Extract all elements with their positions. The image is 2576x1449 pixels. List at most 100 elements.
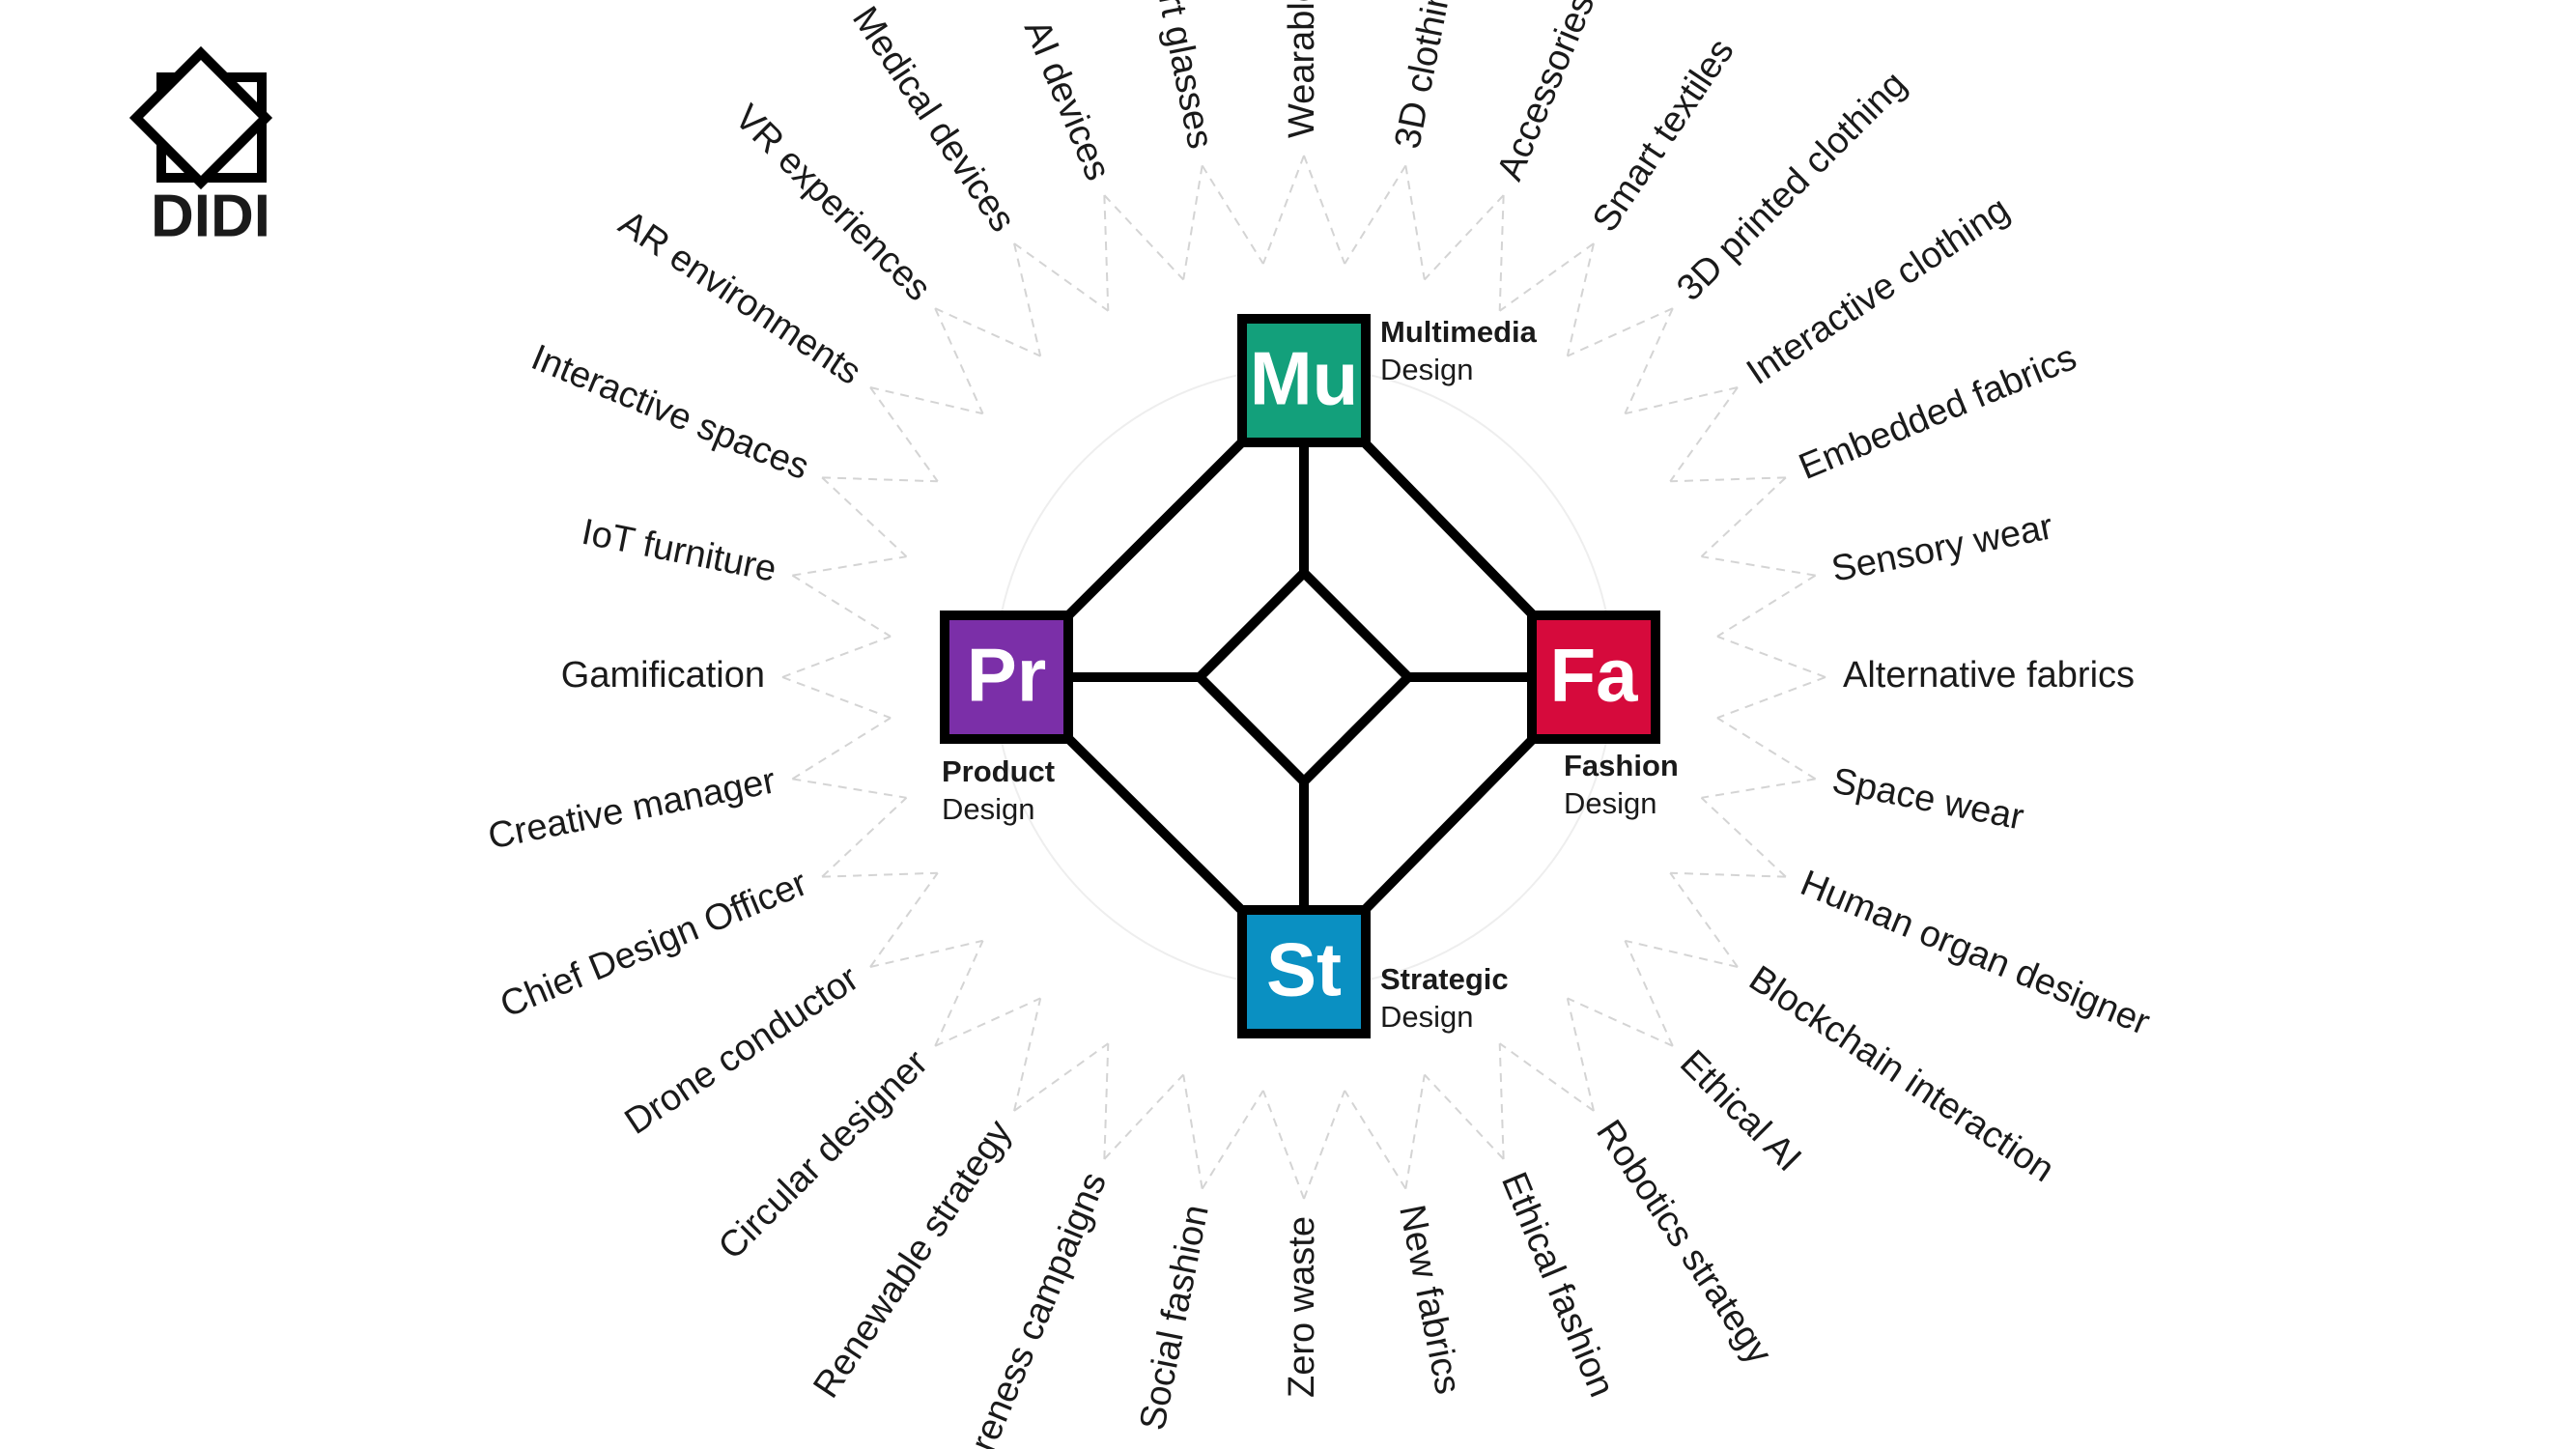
connector: [1103, 1073, 1184, 1160]
logo-diamond: [128, 45, 273, 190]
connector: [1201, 164, 1264, 265]
connector: [792, 778, 907, 799]
node: Fa Fashion Design: [1527, 611, 1679, 820]
outer-label: Accessories: [1489, 0, 1602, 186]
node-subtitle: Design: [1380, 353, 1474, 386]
connector: [1182, 165, 1203, 280]
node-subtitle: Design: [1564, 786, 1657, 820]
outer-label: Chief Design Officer: [495, 863, 813, 1026]
inner-diamond: [1192, 565, 1416, 789]
outer-label: Social fashion: [1132, 1202, 1216, 1434]
connector: [1201, 1090, 1264, 1190]
connector: [1182, 1074, 1203, 1189]
connector: [1716, 574, 1817, 638]
connector: [934, 940, 984, 1047]
node-abbr: Fa: [1549, 633, 1638, 718]
connector: [1499, 1042, 1595, 1112]
structure: [1003, 373, 1601, 980]
nodes: Mu Multimedia Design Pr Product Design Fa Fashi…: [940, 314, 1679, 1038]
outer-label: IoT furniture: [579, 512, 779, 590]
connector: [1424, 1073, 1505, 1160]
logo: DIDI: [128, 45, 273, 249]
node-title: Product: [942, 754, 1055, 788]
connector: [1013, 1042, 1109, 1112]
outer-label: Creative manager: [485, 760, 779, 857]
outer-label: Ethical AI: [1672, 1042, 1809, 1179]
connector: [1013, 242, 1109, 312]
connector: [821, 797, 908, 878]
connector: [869, 872, 939, 968]
connector: [1499, 242, 1595, 312]
logo-text: DIDI: [151, 183, 270, 249]
outer-label: Smart glasses: [1136, 0, 1221, 152]
connector: [1303, 155, 1346, 265]
outer-label: VR experiences: [726, 98, 938, 309]
node-box: [1237, 314, 1371, 447]
outer-label: Embedded fabrics: [1794, 337, 2082, 488]
outer-label: Drone conductor: [618, 958, 866, 1143]
outer-label: AR environments: [611, 203, 868, 393]
outer-label: Sensory wear: [1828, 506, 2056, 590]
outer-label: AI devices: [1016, 14, 1118, 186]
connector: [1404, 165, 1426, 280]
node-box: [1237, 905, 1371, 1038]
connector: [792, 555, 907, 577]
outer-label: Ethical fashion: [1493, 1167, 1622, 1403]
connector: [1261, 1090, 1305, 1200]
connector: [1670, 476, 1786, 483]
connector: [1013, 998, 1042, 1112]
connector: [822, 476, 938, 483]
outer-label: 3D clothing: [1387, 0, 1462, 152]
connector: [1624, 307, 1674, 414]
connector: [1566, 242, 1595, 356]
connector: [934, 997, 1041, 1047]
connector: [1625, 939, 1739, 968]
outer-label: Space wear: [1829, 760, 2027, 838]
node-subtitle: Design: [942, 792, 1035, 826]
connector: [1103, 1043, 1110, 1159]
connector: [1303, 1090, 1346, 1200]
outer-label: Robotics strategy: [1588, 1113, 1779, 1371]
connector: [1344, 164, 1407, 265]
connector: [1625, 386, 1739, 415]
connector: [1716, 635, 1826, 678]
connector: [1567, 307, 1674, 357]
connector: [1567, 997, 1674, 1047]
node-box: [940, 611, 1073, 744]
node: Pr Product Design: [940, 611, 1073, 826]
connector: [1424, 194, 1505, 281]
connector: [934, 307, 1041, 357]
connector: [781, 676, 892, 720]
node-box: [1527, 611, 1660, 744]
node-title: Multimedia: [1380, 315, 1538, 349]
connector: [934, 307, 984, 414]
connector: [1716, 676, 1826, 720]
connector: [1498, 195, 1505, 311]
connectors: [781, 155, 1826, 1200]
connector: [1700, 797, 1787, 878]
node-abbr: St: [1266, 927, 1342, 1012]
connector: [1701, 555, 1816, 577]
node: Mu Multimedia Design: [1237, 314, 1538, 447]
connector: [1404, 1074, 1426, 1189]
outer-label: Alternative fabrics: [1843, 655, 2135, 696]
connector: [781, 635, 892, 678]
node-subtitle: Design: [1380, 1000, 1474, 1034]
connector: [1701, 778, 1816, 799]
node-abbr: Mu: [1250, 336, 1359, 421]
node-title: Strategic: [1380, 962, 1509, 996]
connector: [1261, 155, 1305, 265]
connector: [1566, 998, 1595, 1112]
outer-label: Interactive spaces: [525, 337, 814, 488]
connector: [1670, 871, 1786, 878]
outer-label: New fabrics: [1391, 1202, 1468, 1398]
connector: [869, 939, 983, 968]
connector: [869, 386, 983, 415]
connector: [869, 386, 939, 482]
connector: [821, 476, 908, 557]
outer-label: Smart textiles: [1585, 32, 1742, 240]
outer-label: Circular designer: [711, 1042, 936, 1267]
